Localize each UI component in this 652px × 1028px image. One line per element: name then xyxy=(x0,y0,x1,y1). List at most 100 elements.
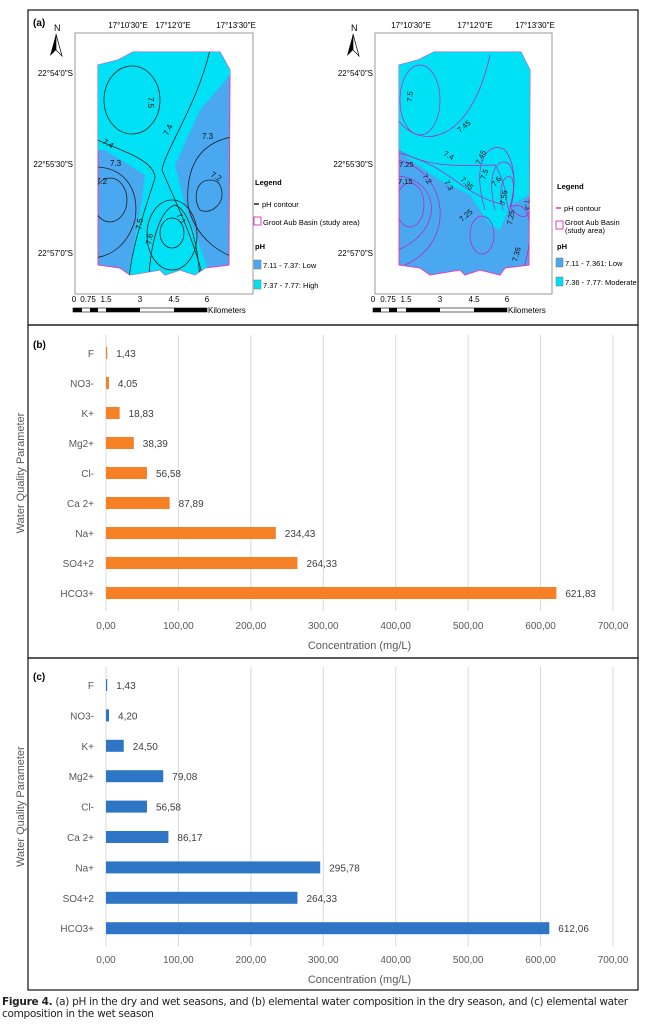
data-label: 264,33 xyxy=(306,894,337,905)
svg-text:3: 3 xyxy=(138,295,143,304)
bar xyxy=(106,861,321,874)
svg-text:pH: pH xyxy=(557,242,567,251)
bar xyxy=(106,467,147,479)
bar xyxy=(106,739,124,752)
svg-text:7.36 - 7.77: Moderate: 7.36 - 7.77: Moderate xyxy=(565,278,637,287)
panel-a-label: (a) xyxy=(33,18,45,29)
svg-text:Kilometers: Kilometers xyxy=(208,306,246,315)
caption-text: (a) pH in the dry and wet seasons, and (… xyxy=(2,996,628,1020)
bar xyxy=(106,437,134,449)
svg-text:pH contour: pH contour xyxy=(262,200,299,209)
contour-label: 7.3 xyxy=(522,199,533,211)
panel-c-label: (c) xyxy=(33,672,45,683)
map-legend: Legend pH contour Groot Aub Basin (study… xyxy=(555,182,637,287)
svg-text:4.5: 4.5 xyxy=(168,295,180,304)
panel-b-label: (b) xyxy=(33,340,46,351)
figure: (a) (b) (c) N 17°10'30"E 17°12'0"E 17°13… xyxy=(15,9,639,991)
x-tick-label: 600,00 xyxy=(525,955,556,966)
data-label: 86,17 xyxy=(177,833,202,844)
data-label: 1,43 xyxy=(116,349,136,360)
bar xyxy=(106,557,298,569)
category-label: SO4+2 xyxy=(63,894,95,905)
x-tick-label: 300,00 xyxy=(308,955,339,966)
contour-label: 7.3 xyxy=(202,132,214,141)
lat-tick: 22°55'30"S xyxy=(33,160,73,169)
category-label: Ca 2+ xyxy=(67,833,94,844)
bar xyxy=(106,587,557,599)
north-arrow-icon xyxy=(50,34,56,56)
category-label: Mg2+ xyxy=(69,439,94,450)
contour-label: 7.5 xyxy=(146,97,155,109)
category-label: Ca 2+ xyxy=(67,499,94,510)
bar xyxy=(106,347,108,359)
data-label: 79,08 xyxy=(172,772,197,783)
map-dry-season: N 17°10'30"E 17°12'0"E 17°13'30"E 22°54'… xyxy=(33,21,360,315)
data-label: 4,20 xyxy=(118,711,138,722)
contour-label: 7.5 xyxy=(405,91,415,102)
bar-chart-wet-season: 0,00 100,00 200,00 300,00 400,00 500,00 600,00… xyxy=(15,667,629,986)
svg-text:4.5: 4.5 xyxy=(468,295,480,304)
lat-tick: 22°57'0"S xyxy=(338,249,373,258)
data-label: 1,43 xyxy=(116,681,136,692)
svg-text:Legend: Legend xyxy=(255,178,282,187)
svg-text:pH contour: pH contour xyxy=(564,204,601,213)
bar xyxy=(106,527,276,539)
category-label: F xyxy=(88,681,94,692)
x-tick-label: 600,00 xyxy=(525,621,556,632)
contour-label: 7.2 xyxy=(96,177,108,186)
svg-text:7.11 - 7.37: Low: 7.11 - 7.37: Low xyxy=(263,261,317,270)
category-label: HCO3+ xyxy=(60,924,94,935)
data-label: 234,43 xyxy=(285,529,316,540)
data-label: 56,58 xyxy=(156,469,181,480)
data-label: 295,78 xyxy=(329,863,360,874)
contour-label: 7.35 xyxy=(510,246,522,262)
contour-label: 7.25 xyxy=(505,209,516,225)
x-tick-label: 700,00 xyxy=(598,955,629,966)
north-arrow-icon xyxy=(347,34,353,56)
contour-label: 7.4 xyxy=(162,122,175,136)
category-label: NO3- xyxy=(70,379,94,390)
svg-text:0.75: 0.75 xyxy=(80,295,96,304)
scale-bar: 0 0.75 1.5 3 4.5 6 Kilometers xyxy=(72,295,246,315)
category-label: K+ xyxy=(81,742,94,753)
bar xyxy=(106,891,298,904)
category-label: Na+ xyxy=(75,863,94,874)
x-tick-label: 300,00 xyxy=(308,621,339,632)
bar xyxy=(106,407,120,419)
svg-text:Kilometers: Kilometers xyxy=(508,306,546,315)
svg-text:0.75: 0.75 xyxy=(380,295,396,304)
category-label: Mg2+ xyxy=(69,772,94,783)
contour-label: 7.25 xyxy=(399,160,414,169)
panel-c-frame xyxy=(27,657,639,991)
contour-label: 7.5 xyxy=(478,168,490,181)
category-label: F xyxy=(88,349,94,360)
x-tick-label: 100,00 xyxy=(163,955,194,966)
svg-text:1.5: 1.5 xyxy=(100,295,112,304)
north-label: N xyxy=(351,23,358,33)
x-tick-label: 100,00 xyxy=(163,621,194,632)
lat-tick: 22°54'0"S xyxy=(338,69,373,78)
bar xyxy=(106,497,170,509)
lon-tick: 17°12'0"E xyxy=(457,21,492,30)
contour-label: 7.55 xyxy=(498,189,509,205)
x-tick-label: 0,00 xyxy=(96,621,116,632)
category-label: K+ xyxy=(81,409,94,420)
figure-caption: Figure 4. (a) pH in the dry and wet seas… xyxy=(2,996,652,1020)
category-label: Cl- xyxy=(81,803,94,814)
x-tick-label: 400,00 xyxy=(380,955,411,966)
moderate-ph-zone xyxy=(399,52,530,230)
x-tick-label: 500,00 xyxy=(453,955,484,966)
svg-text:6: 6 xyxy=(505,295,510,304)
map-wet-season: N 17°10'30"E 17°12'0"E 17°13'30"E 22°54'… xyxy=(333,21,636,315)
x-tick-label: 400,00 xyxy=(380,621,411,632)
lon-tick: 17°10'30"E xyxy=(391,21,431,30)
bar xyxy=(106,831,169,843)
data-label: 24,50 xyxy=(133,742,158,753)
caption-label: Figure 4. xyxy=(2,996,53,1008)
contour-label: 7.6 xyxy=(144,232,155,245)
svg-text:1.5: 1.5 xyxy=(400,295,412,304)
category-label: HCO3+ xyxy=(60,589,94,600)
contour-label: 7.15 xyxy=(398,177,413,186)
svg-text:0: 0 xyxy=(72,295,77,304)
svg-text:Legend: Legend xyxy=(557,182,584,191)
